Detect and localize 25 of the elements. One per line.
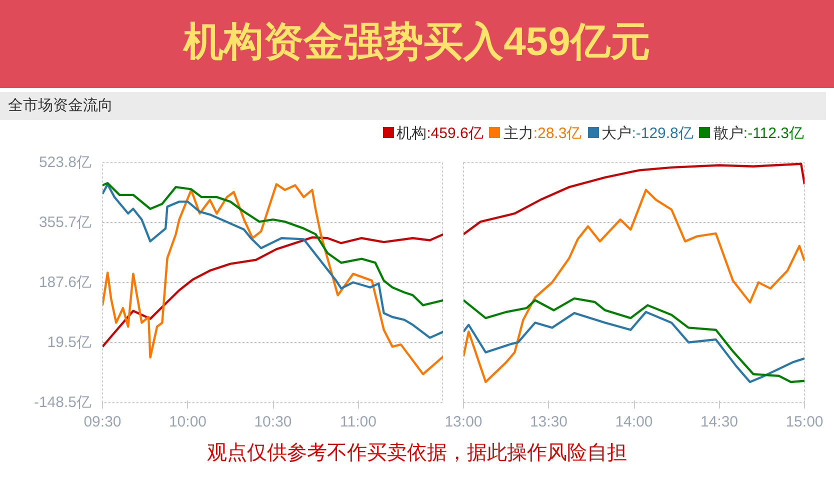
- x-tick-label: 14:00: [615, 414, 653, 430]
- line-series: [102, 233, 443, 348]
- x-tick-label: 13:30: [530, 414, 568, 430]
- legend-label: 机构:459.6亿: [396, 125, 484, 142]
- y-tick-label: 355.7亿: [38, 214, 92, 232]
- legend-label: 大户:-129.8亿: [602, 125, 694, 142]
- x-tick-label: 09:30: [84, 414, 122, 430]
- x-tick-label: 15:00: [786, 414, 824, 430]
- chart-subtitle: 全市场资金流向: [0, 92, 826, 120]
- line-series: [102, 183, 443, 339]
- x-tick-label: 10:30: [254, 414, 292, 430]
- x-tick-label: 11:00: [340, 414, 376, 430]
- y-tick-label: -148.5亿: [34, 394, 92, 411]
- x-tick-label: 14:30: [700, 414, 738, 430]
- line-series: [102, 182, 443, 306]
- y-tick-label: 523.8亿: [38, 154, 92, 171]
- y-tick-label: 19.5亿: [47, 334, 92, 352]
- x-tick-label: 10:00: [168, 414, 207, 430]
- line-series: [102, 183, 443, 376]
- text: 观点仅供参考不作买卖依据，据此操作风险自担: [206, 441, 628, 466]
- y-tick-label: 187.6亿: [38, 274, 92, 292]
- chart-title: 机构资金强势买入459亿元: [0, 0, 834, 88]
- legend-label: 主力:28.3亿: [503, 125, 582, 142]
- legend-label: 散户:-112.3亿: [713, 125, 804, 142]
- x-tick-label: 13:00: [444, 414, 482, 430]
